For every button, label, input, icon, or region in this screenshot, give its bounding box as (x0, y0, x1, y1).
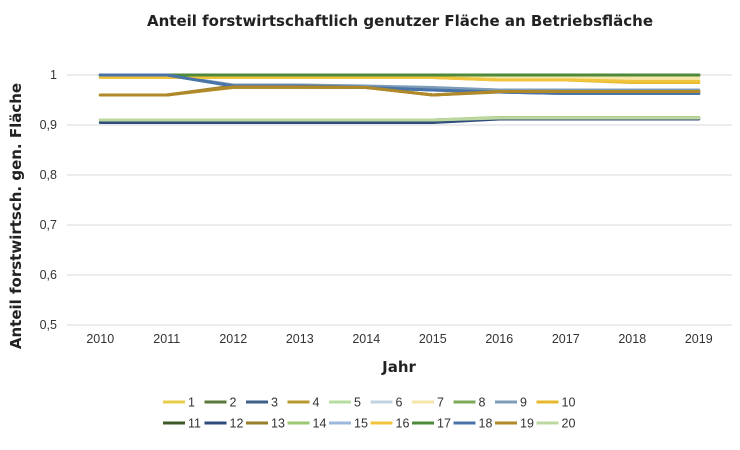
legend-item-2: 2 (204, 396, 237, 410)
legend-label: 10 (562, 396, 576, 410)
series-line-16 (98, 76, 701, 83)
legend-label: 19 (520, 417, 534, 431)
x-tick-label: 2018 (618, 332, 646, 346)
legend-item-9: 9 (495, 396, 527, 410)
y-tick-label: 0,9 (40, 118, 57, 132)
x-tick-label: 2014 (352, 332, 380, 346)
legend-label: 14 (313, 417, 327, 431)
legend-item-11: 11 (163, 417, 201, 431)
x-tick-label: 2011 (153, 332, 180, 346)
series-line-19 (98, 85, 701, 97)
x-tick-label: 2019 (685, 332, 713, 346)
legend-label: 5 (354, 396, 361, 410)
x-axis-title: Jahr (381, 358, 416, 376)
y-axis-title: Anteil forstwirtsch. gen. Fläche (7, 83, 25, 349)
chart-title: Anteil forstwirtschaftlich genutzer Fläc… (147, 12, 653, 30)
legend-label: 3 (271, 396, 278, 410)
x-tick-label: 2017 (552, 332, 580, 346)
legend-item-6: 6 (370, 396, 403, 410)
legend-item-14: 14 (287, 417, 327, 431)
legend-label: 6 (396, 396, 403, 410)
legend-label: 13 (271, 417, 285, 431)
x-axis-ticks: 2010 2011 2012 2013 2014 2015 2016 2017 2018 2019 (86, 332, 712, 346)
legend-label: 15 (354, 417, 368, 431)
legend-label: 1 (188, 396, 195, 410)
y-tick-label: 0,5 (40, 318, 57, 332)
legend-label: 16 (396, 417, 410, 431)
series-line-20 (98, 116, 701, 122)
legend-item-16: 16 (370, 417, 410, 431)
x-tick-label: 2016 (485, 332, 513, 346)
y-tick-label: 0,7 (40, 218, 57, 232)
legend-label: 4 (313, 396, 320, 410)
legend-label: 9 (520, 396, 527, 410)
legend-item-10: 10 (536, 396, 576, 410)
x-tick-label: 2013 (286, 332, 314, 346)
y-tick-label: 1 (50, 68, 57, 82)
x-tick-label: 2012 (219, 332, 247, 346)
legend-item-1: 1 (163, 396, 195, 410)
legend-item-8: 8 (453, 396, 486, 410)
x-tick-label: 2010 (86, 332, 114, 346)
legend-item-19: 19 (495, 417, 534, 431)
y-tick-label: 0,8 (40, 168, 57, 182)
legend-item-7: 7 (412, 396, 444, 410)
legend-label: 8 (479, 396, 486, 410)
y-axis-ticks: 0,5 0,6 0,7 0,8 0,9 1 (40, 68, 57, 332)
legend-item-20: 20 (536, 417, 576, 431)
legend-item-17: 17 (412, 417, 451, 431)
gridlines (67, 74, 732, 326)
series-lines (98, 73, 701, 124)
legend-label: 18 (479, 417, 493, 431)
y-tick-label: 0,6 (40, 268, 57, 282)
legend-item-18: 18 (453, 417, 493, 431)
legend-label: 2 (230, 396, 237, 410)
legend-item-5: 5 (329, 396, 361, 410)
legend-item-4: 4 (287, 396, 320, 410)
legend-item-3: 3 (246, 396, 278, 410)
legend-label: 7 (437, 396, 444, 410)
legend-item-13: 13 (246, 417, 285, 431)
legend-label: 11 (188, 417, 201, 431)
legend-label: 12 (230, 417, 244, 431)
legend-label: 17 (437, 417, 451, 431)
legend-item-12: 12 (204, 417, 244, 431)
legend-item-15: 15 (329, 417, 368, 431)
x-tick-label: 2015 (419, 332, 447, 346)
series-line-18 (98, 73, 701, 95)
legend-label: 20 (562, 417, 576, 431)
